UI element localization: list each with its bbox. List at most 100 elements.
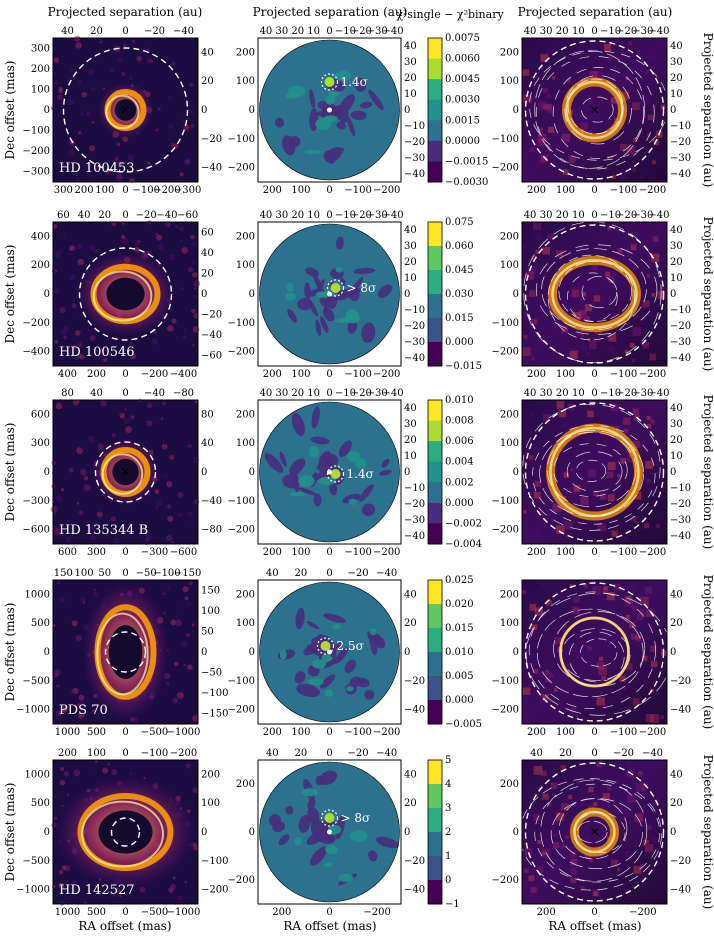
tick-label: 0 [122, 547, 128, 558]
map-contour-high [298, 475, 315, 487]
tick-label: −200 [141, 369, 168, 380]
noise-speckle [128, 76, 133, 81]
tick-label: −10 [404, 305, 425, 316]
tick-label: 600 [58, 547, 77, 558]
tick-label: −20 [136, 210, 157, 221]
tick-label: 60 [57, 210, 70, 221]
noise-speckle [187, 602, 191, 606]
tick-label: 300 [54, 185, 73, 196]
tick-label: −20 [348, 568, 369, 579]
tick-label: 0 [513, 827, 519, 838]
colorbar-segment [428, 700, 442, 725]
noise-pixel [626, 760, 632, 766]
noise-pixel [542, 247, 550, 255]
map-contour-high [294, 837, 302, 846]
noise-pixel [531, 356, 535, 361]
tick-label: −150 [174, 568, 201, 579]
noise-pixel [562, 133, 571, 142]
tick-label: 20 [556, 26, 569, 37]
tick-label: −100 [201, 688, 228, 699]
tick-label: −40 [648, 26, 669, 37]
noise-pixel [556, 401, 565, 409]
tick-label: 20 [404, 435, 417, 446]
tick-label: −40 [670, 885, 691, 896]
noise-speckle [155, 232, 158, 236]
tick-label: 200 [201, 769, 220, 780]
noise-speckle [141, 51, 145, 54]
right-panel-frame [521, 579, 668, 725]
noise-pixel [530, 147, 535, 153]
noise-pixel [535, 234, 542, 241]
noise-pixel [572, 607, 580, 614]
tick-label: 60 [201, 227, 214, 238]
noise-pixel [542, 173, 547, 179]
noise-pixel [541, 851, 546, 856]
noise-speckle [182, 585, 189, 593]
noise-pixel [525, 848, 533, 856]
map-contour-low [368, 850, 378, 862]
tick-label: −1000 [167, 727, 201, 738]
noise-speckle [57, 581, 60, 585]
noise-pixel [648, 51, 656, 59]
noise-speckle [192, 715, 199, 722]
noise-pixel [645, 460, 654, 469]
noise-pixel [607, 462, 616, 470]
tick-label: 0 [513, 467, 519, 478]
noise-speckle [80, 112, 84, 116]
noise-speckle [146, 46, 151, 52]
tick-label: 20 [295, 748, 308, 759]
noise-pixel [646, 609, 654, 618]
tick-label: −100 [201, 856, 228, 867]
noise-pixel [553, 833, 557, 837]
tick-label: −300 [141, 547, 168, 558]
map-contour-high [344, 314, 361, 324]
tick-label: 100 [75, 568, 94, 579]
noise-speckle [99, 40, 103, 44]
map-contour-low [309, 89, 316, 109]
noise-pixel [579, 115, 588, 123]
noise-speckle [91, 120, 95, 124]
tick-label: 200 [263, 185, 282, 196]
noise-speckle [78, 131, 82, 135]
tick-label: 100 [236, 260, 255, 271]
field-of-view-circle [104, 631, 147, 673]
tick-label: 100 [291, 369, 310, 380]
tick-label: 0 [44, 289, 50, 300]
noise-speckle [78, 80, 82, 83]
tick-label: 40 [260, 388, 273, 399]
tick-label: −40 [670, 705, 691, 716]
noise-speckle [53, 795, 58, 799]
noise-speckle [89, 334, 96, 341]
noise-speckle [183, 329, 187, 332]
colorbar-tick: 0.008 [445, 416, 474, 427]
noise-pixel [610, 859, 618, 867]
tick-label: 200 [75, 185, 94, 196]
noise-pixel [553, 688, 558, 692]
noise-speckle [59, 720, 62, 723]
noise-pixel [613, 583, 622, 592]
noise-pixel [644, 342, 649, 346]
noise-pixel [641, 655, 648, 662]
noise-pixel [591, 125, 598, 132]
tick-label: −40 [404, 885, 425, 896]
colorbar-tick: 0.0030 [445, 95, 480, 106]
noise-pixel [602, 704, 608, 710]
noise-pixel [631, 633, 637, 640]
colorbar-segment [428, 38, 442, 60]
map-contour-low [344, 659, 357, 674]
noise-pixel [558, 409, 566, 418]
tick-label: −40 [144, 388, 165, 399]
tick-label: 20 [404, 257, 417, 268]
noise-pixel [626, 585, 635, 594]
map-contour-low [264, 453, 284, 473]
middle-panel-frame [257, 579, 402, 725]
contour-line [534, 50, 645, 169]
tick-label: 0 [201, 647, 207, 658]
noise-pixel [561, 844, 566, 849]
colorbar-tick: −0.004 [445, 539, 482, 550]
map-contour-low [377, 284, 393, 298]
tick-label: −600 [170, 547, 197, 558]
noise-pixel [597, 522, 606, 532]
noise-speckle [75, 177, 80, 183]
noise-pixel [591, 334, 600, 344]
